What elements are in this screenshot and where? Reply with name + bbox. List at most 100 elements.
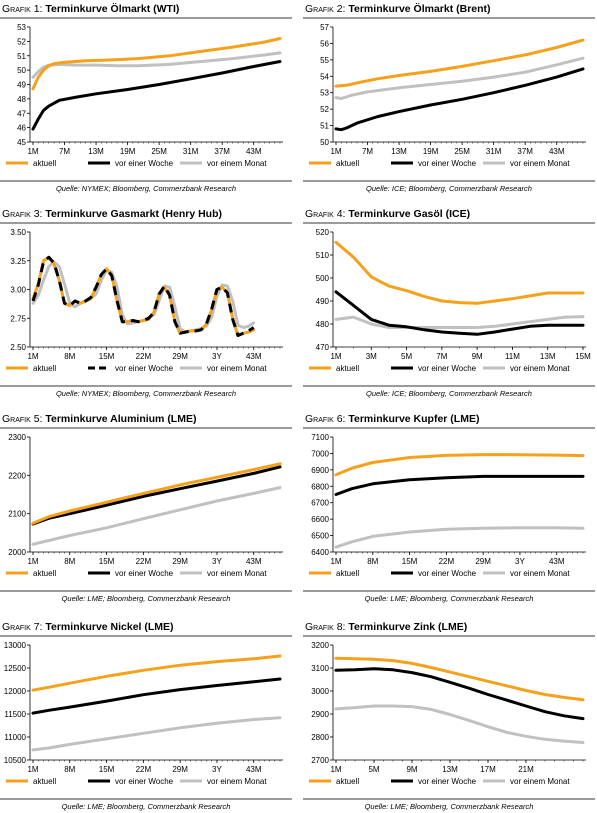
title-rule — [303, 222, 595, 224]
x-tick-label: 1M — [27, 147, 38, 156]
x-tick-label: 43M — [246, 557, 262, 566]
y-tick-label: 2900 — [311, 710, 329, 719]
x-tick-label: 19M — [120, 147, 136, 156]
y-tick-label: 55 — [320, 56, 329, 65]
chart-title-text: Terminkurve Ölmarkt (WTI) — [45, 3, 180, 15]
series-line-monat — [31, 716, 282, 752]
x-tick-label: 3Y — [212, 352, 222, 361]
chart-source: Quelle: LME; Bloomberg, Commerzbank Rese… — [364, 594, 534, 603]
y-tick-label: 2100 — [8, 510, 26, 519]
x-tick-label: 29M — [172, 765, 188, 774]
y-tick-label: 53 — [17, 23, 26, 32]
y-tick-label: 490 — [316, 297, 330, 306]
x-tick-label: 9M — [406, 765, 417, 774]
x-tick-label: 15M — [402, 557, 418, 566]
x-tick-label: 43M — [246, 765, 262, 774]
chart-svg: 45 46 47 48 49 50 51 52 53 1M 7M 13M 19M 25M 31M 37M 43M… — [6, 23, 283, 168]
series-line-woche — [31, 255, 255, 337]
y-tick-label: 2000 — [8, 548, 26, 557]
chart-source: Quelle: NYMEX; Bloomberg, Commerzbank Re… — [55, 389, 237, 398]
y-tick-label: 3.50 — [10, 228, 26, 237]
series-line-monat — [31, 486, 282, 546]
x-tick-label: 22M — [136, 557, 152, 566]
x-tick-label: 7M — [59, 147, 70, 156]
series-line-woche — [31, 60, 282, 131]
y-tick-label: 6500 — [311, 532, 329, 541]
y-tick-label: 3000 — [311, 687, 329, 696]
legend-label-woche: vor einer Woche — [418, 569, 477, 578]
x-tick-label: 9M — [472, 352, 483, 361]
legend-rule — [303, 180, 595, 182]
series-line-monat — [334, 315, 585, 329]
y-tick-label: 49 — [17, 81, 26, 90]
chart-title: Grafik 7: Terminkurve Nickel (LME) — [2, 621, 174, 633]
chart-title: Grafik 8: Terminkurve Zink (LME) — [305, 621, 467, 633]
series-line-aktuell — [31, 462, 282, 525]
title-rule — [303, 17, 595, 19]
y-tick-label: 11500 — [4, 710, 26, 719]
chart-number: Grafik 3: — [2, 208, 46, 220]
x-tick-label: 21M — [518, 765, 534, 774]
y-tick-label: 6700 — [311, 499, 329, 508]
chart-source: Quelle: LME; Bloomberg, Commerzbank Rese… — [61, 802, 231, 811]
legend-label-woche: vor einer Woche — [418, 159, 477, 168]
x-tick-label: 13M — [88, 147, 104, 156]
series-line-woche — [31, 677, 282, 715]
x-tick-label: 1M — [330, 765, 341, 774]
y-tick-label: 3200 — [311, 641, 329, 650]
title-rule — [0, 222, 292, 224]
series-line-aktuell — [334, 453, 585, 477]
title-rule — [303, 427, 595, 429]
chart-panel-1: Grafik 1: Terminkurve Ölmarkt (WTI) 45 46 4… — [0, 0, 292, 195]
legend-rule — [0, 590, 292, 592]
legend-label-aktuell: aktuell — [33, 569, 56, 578]
x-tick-label: 5M — [401, 352, 412, 361]
x-tick-label: 8M — [367, 557, 378, 566]
legend-rule — [303, 590, 595, 592]
x-tick-label: 3Y — [212, 557, 222, 566]
y-tick-label: 12000 — [4, 687, 27, 696]
legend-label-woche: vor einer Woche — [115, 364, 174, 373]
legend-label-monat: vor einem Monat — [510, 364, 570, 373]
x-tick-label: 37M — [517, 147, 533, 156]
x-tick-label: 37M — [214, 147, 230, 156]
chart-panel-7: Grafik 7: Terminkurve Nickel (LME) 10500 1… — [0, 618, 292, 813]
chart-panel-8: Grafik 8: Terminkurve Zink (LME) 2700 2800… — [303, 618, 595, 813]
x-tick-label: 1M — [330, 147, 341, 156]
x-tick-label: 31M — [183, 147, 199, 156]
y-tick-label: 2.50 — [10, 343, 26, 352]
legend-label-aktuell: aktuell — [33, 364, 56, 373]
y-tick-label: 51 — [17, 52, 26, 61]
chart-panel-3: Grafik 3: Terminkurve Gasmarkt (Henry Hu… — [0, 205, 292, 400]
chart-title-text: Terminkurve Aluminium (LME) — [45, 413, 197, 425]
x-tick-label: 25M — [151, 147, 167, 156]
legend-label-woche: vor einer Woche — [115, 569, 174, 578]
chart-svg: 6400 6500 6600 6700 6800 6900 7000 7100 1M 8M 15M 2… — [309, 433, 586, 578]
legend-rule — [0, 385, 292, 387]
y-tick-label: 10500 — [4, 756, 27, 765]
x-tick-label: 43M — [246, 147, 262, 156]
chart-title: Grafik 1: Terminkurve Ölmarkt (WTI) — [2, 3, 179, 15]
x-tick-label: 11M — [505, 352, 520, 361]
chart-number: Grafik 7: — [2, 621, 46, 633]
x-tick-label: 3M — [366, 352, 377, 361]
y-tick-label: 510 — [316, 251, 330, 260]
x-tick-label: 1M — [27, 765, 38, 774]
chart-title: Grafik 5: Terminkurve Aluminium (LME) — [2, 413, 196, 425]
x-tick-label: 8M — [64, 765, 75, 774]
legend-label-aktuell: aktuell — [336, 569, 359, 578]
title-rule — [0, 427, 292, 429]
y-tick-label: 50 — [320, 138, 329, 147]
chart-source: Quelle: ICE; Bloomberg, Commerzbank Rese… — [366, 184, 532, 193]
chart-svg: 10500 11000 11500 12000 12500 13000 1M 8M 15M 22M… — [4, 641, 283, 786]
y-tick-label: 6400 — [311, 548, 329, 557]
chart-number: Grafik 5: — [2, 413, 46, 425]
series-line-monat — [334, 526, 585, 549]
y-tick-label: 3.00 — [10, 286, 26, 295]
y-tick-label: 54 — [320, 72, 329, 81]
chart-svg: 2700 2800 2900 3000 3100 3200 1M 5M 9M 13M 17M 21M a… — [309, 641, 586, 786]
series-line-woche — [334, 474, 585, 496]
x-tick-label: 29M — [475, 557, 491, 566]
chart-title-text: Terminkurve Ölmarkt (Brent) — [348, 3, 491, 15]
chart-number: Grafik 1: — [2, 3, 46, 15]
